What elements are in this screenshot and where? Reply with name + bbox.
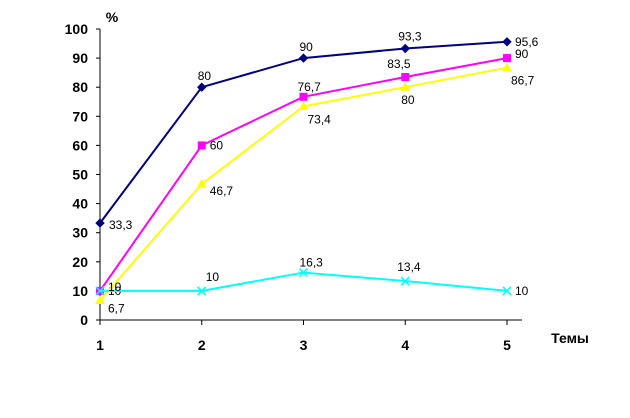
y-axis-title: %	[106, 9, 119, 25]
series-3-label-3: 73,4	[308, 112, 332, 126]
series-4-label-4: 13,4	[397, 260, 421, 274]
series-2-label-3: 76,7	[298, 80, 322, 94]
series-3-label-5: 86,7	[511, 74, 535, 88]
series-1-label-1: 33,3	[109, 218, 133, 232]
y-tick-label-80: 80	[72, 79, 88, 95]
x-ticks: 1 2 3 4 5	[96, 320, 511, 353]
series-1-label-3: 90	[300, 40, 314, 54]
series-2-label-5: 90	[515, 47, 529, 61]
series-4-line	[100, 271, 508, 292]
series-3-label-4: 80	[401, 93, 415, 107]
y-tick-label-20: 20	[72, 254, 88, 270]
series-2-marker-5	[503, 54, 511, 63]
series-3-marker-5	[502, 62, 512, 72]
x-tick-label-2: 2	[198, 337, 206, 353]
series-4-label-1: 10	[108, 280, 122, 294]
series-4-marker-3	[298, 268, 309, 278]
series-2: 10 60 76,7 83,5 90	[96, 47, 529, 298]
series-1-label-4: 93,3	[398, 29, 422, 43]
series-1-marker-5	[502, 37, 512, 47]
series-3: 6,7 46,7 73,4 80 86,7	[95, 62, 535, 316]
x-tick-label-5: 5	[503, 337, 511, 353]
series-2-marker-3	[299, 92, 308, 101]
y-tick-label-60: 60	[72, 137, 88, 153]
series-3-marker-4	[400, 82, 411, 91]
x-tick-label-3: 3	[300, 337, 308, 353]
series-2-label-2: 60	[210, 138, 224, 152]
series-1-label-2: 80	[198, 69, 212, 83]
series-1-marker-1	[95, 218, 105, 228]
series-4: 10 10 16,3 13,4 10	[95, 256, 529, 298]
series-4-marker-1	[95, 286, 105, 296]
x-axis-title: Темы	[551, 330, 589, 346]
series-2-label-4: 83,5	[387, 57, 411, 71]
y-tick-label-30: 30	[72, 225, 88, 241]
series-3-marker-2	[196, 179, 207, 188]
y-tick-label-10: 10	[72, 283, 88, 299]
y-ticks: 0 10 20 30 40 50 60 70 80 90 100	[65, 21, 100, 328]
series-2-marker-2	[197, 141, 206, 150]
series-3-label-1: 6,7	[108, 302, 125, 316]
series-3-marker-3	[298, 101, 309, 110]
series-1-marker-4	[400, 43, 410, 54]
y-tick-label-90: 90	[72, 50, 88, 66]
x-tick-label-1: 1	[96, 337, 104, 353]
y-tick-label-100: 100	[65, 21, 89, 37]
series-4-label-2: 10	[206, 270, 220, 284]
series-layer: 33,3 80 90 93,3 95,6 10 60 76,7 83,5 90 6,7 46,7 73,…	[95, 29, 539, 316]
y-tick-label-40: 40	[72, 196, 88, 212]
series-1-label-5: 95,6	[515, 35, 539, 49]
series-1: 33,3 80 90 93,3 95,6	[95, 29, 539, 232]
series-1-marker-2	[197, 82, 207, 92]
y-tick-label-0: 0	[80, 312, 88, 328]
series-4-marker-5	[502, 286, 512, 296]
series-4-label-3: 16,3	[300, 256, 324, 270]
y-tick-label-50: 50	[72, 167, 88, 183]
x-tick-label-4: 4	[401, 337, 409, 353]
series-2-marker-4	[401, 73, 410, 82]
series-4-label-5: 10	[515, 284, 529, 298]
series-4-marker-2	[197, 286, 207, 296]
y-tick-label-70: 70	[72, 108, 88, 124]
series-3-label-2: 46,7	[210, 184, 234, 198]
series-1-marker-3	[298, 53, 309, 63]
series-3-marker-1	[95, 295, 105, 305]
series-4-marker-4	[400, 276, 410, 286]
